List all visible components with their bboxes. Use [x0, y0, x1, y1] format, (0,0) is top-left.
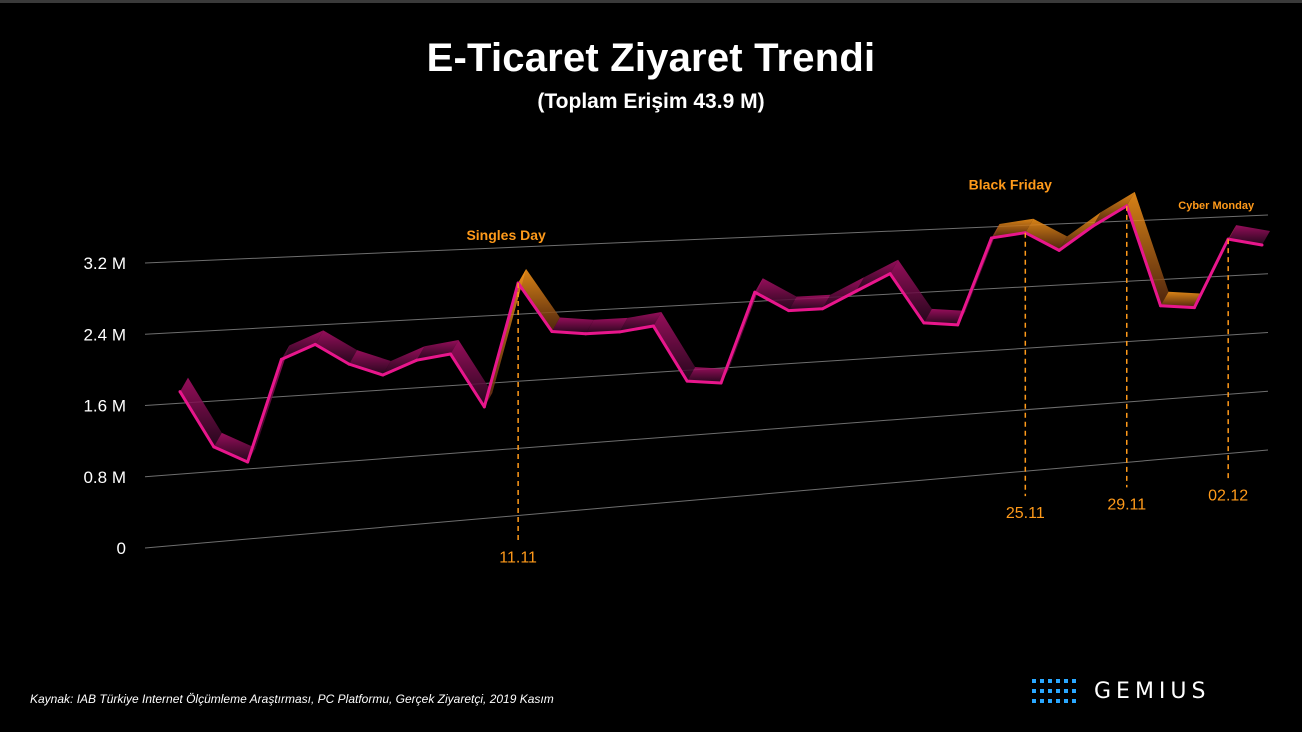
date-label: 29.11: [1107, 496, 1146, 513]
brand-name: GEMIUS: [1094, 678, 1211, 704]
chart-subtitle: (Toplam Erişim 43.9 M): [537, 90, 765, 113]
gemius-logo: GEMIUS: [1032, 676, 1211, 706]
data-point: [1091, 224, 1095, 228]
event-label: Black Friday: [969, 177, 1052, 193]
ribbon-segment: [822, 277, 865, 309]
gridline: [144, 214, 1269, 264]
data-point: [246, 460, 250, 464]
ribbon-segment: [1059, 212, 1101, 251]
y-tick-label: 0: [117, 539, 126, 558]
y-tick-label: 3.2 M: [83, 254, 126, 273]
ribbon-segment: [1092, 191, 1135, 227]
data-point: [1159, 304, 1163, 308]
data-ribbon: [178, 191, 1270, 464]
data-point: [584, 332, 588, 336]
date-label: 25.11: [1006, 505, 1045, 522]
data-point: [279, 357, 283, 361]
ribbon-segment: [315, 330, 358, 365]
data-point: [1192, 306, 1196, 310]
data-point: [381, 373, 385, 377]
data-point: [482, 405, 486, 409]
top-border: [0, 0, 1302, 3]
data-point: [888, 272, 892, 276]
ribbon-segment: [991, 218, 1034, 238]
ribbon-segment: [585, 317, 628, 334]
date-label: 02.12: [1208, 487, 1248, 504]
data-point: [922, 321, 926, 325]
ribbon-segment: [416, 339, 459, 361]
ribbon-segment: [788, 294, 831, 311]
grid-lines: [144, 214, 1269, 549]
event-label: Singles Day: [466, 227, 546, 243]
ribbon-segment: [856, 259, 899, 292]
ribbon-segment: [1025, 218, 1068, 251]
data-point: [449, 352, 452, 356]
data-point: [1057, 248, 1061, 252]
ribbon-segment: [213, 432, 256, 463]
y-axis-labels: 0 0.8 M 1.6 M 2.4 M 3.2 M: [83, 254, 126, 558]
ribbon-segment: [653, 311, 696, 382]
data-point: [651, 324, 655, 328]
ribbon-segment: [551, 317, 594, 334]
event-label: Cyber Monday: [1178, 200, 1255, 212]
event-markers: 11.11 Singles Day 25.11 Black Friday 29.11 02…: [466, 177, 1255, 567]
data-point: [685, 379, 689, 383]
source-note: Kaynak: IAB Türkiye Internet Ölçümleme A…: [30, 692, 554, 706]
data-point: [956, 323, 960, 327]
chart-title: E-Ticaret Ziyaret Trendi: [426, 36, 876, 80]
gridline: [144, 273, 1269, 335]
ribbon-segment: [180, 377, 222, 447]
ribbon-segment: [890, 259, 932, 323]
data-point: [820, 307, 824, 311]
ribbon-segment: [619, 311, 662, 332]
data-point: [719, 381, 723, 385]
data-point: [347, 362, 351, 366]
date-label: 11.11: [499, 549, 537, 566]
data-point: [178, 390, 182, 394]
data-point: [313, 342, 317, 346]
ribbon-segment: [923, 308, 966, 325]
ribbon-segment: [687, 367, 729, 384]
ribbon-segment: [349, 350, 391, 376]
y-tick-label: 2.4 M: [83, 325, 126, 344]
ribbon-segment: [1126, 191, 1169, 306]
series-line: [178, 204, 1263, 464]
y-tick-label: 0.8 M: [83, 468, 126, 487]
data-point: [618, 330, 622, 334]
ribbon-segment: [281, 330, 324, 360]
gridline: [144, 390, 1269, 478]
y-tick-label: 1.6 M: [83, 397, 126, 416]
data-point: [550, 329, 554, 333]
data-point: [1260, 243, 1264, 247]
ribbon-segment: [754, 278, 797, 311]
logo-dots-icon: [1032, 679, 1076, 703]
data-point: [854, 289, 858, 293]
ribbon-segment: [1160, 291, 1203, 308]
ribbon-segment: [450, 339, 493, 407]
ribbon-segment: [518, 269, 560, 332]
gridline: [144, 449, 1269, 549]
data-point: [415, 358, 419, 362]
ribbon-segment: [382, 346, 425, 376]
data-point: [990, 236, 993, 240]
data-point: [753, 290, 757, 294]
data-point: [212, 445, 216, 449]
data-point: [787, 309, 791, 313]
